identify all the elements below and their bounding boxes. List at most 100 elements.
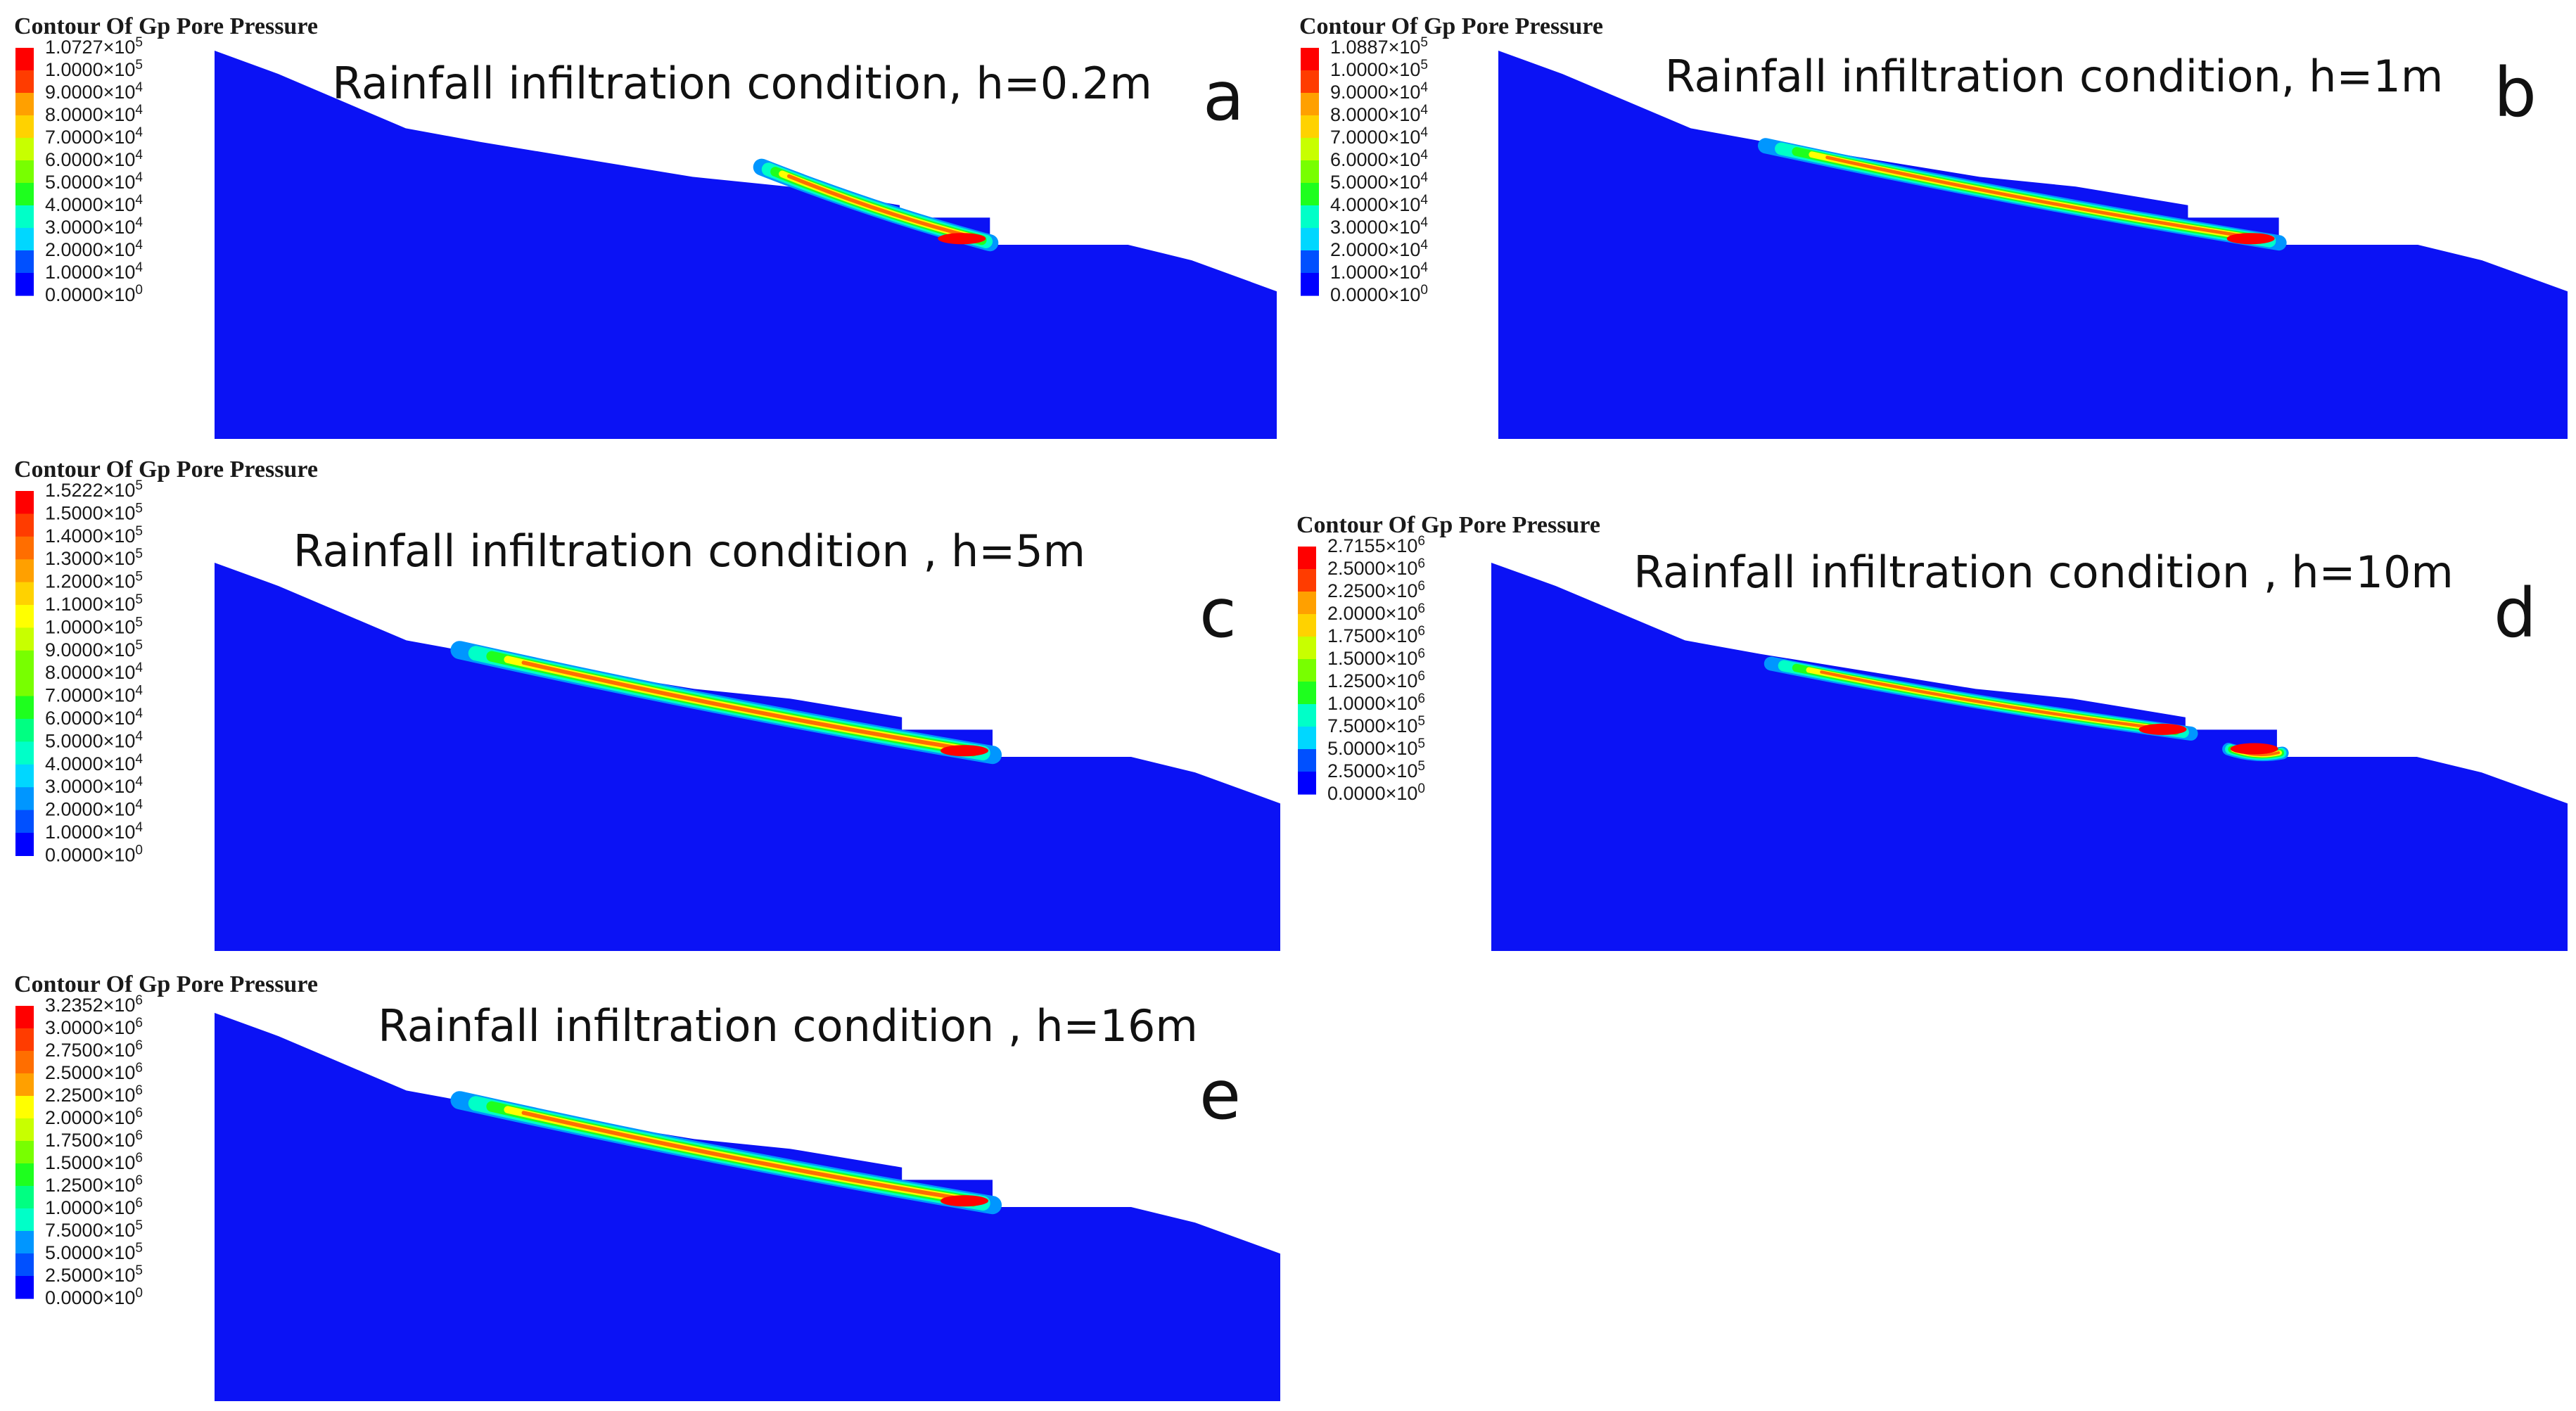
legend-title: Contour Of Gp Pore Pressure bbox=[14, 456, 318, 483]
legend-tick-label: 1.5000×106 bbox=[1327, 646, 1425, 669]
pore-pressure-peak bbox=[941, 745, 988, 757]
legend-color-swatch bbox=[1301, 183, 1319, 206]
legend-tick-label: 8.0000×104 bbox=[1330, 103, 1428, 125]
legend-color-swatch bbox=[15, 582, 34, 606]
pore-pressure-peak bbox=[941, 1195, 988, 1207]
legend-tick-label: 1.1000×105 bbox=[45, 592, 143, 615]
panel-e: Contour Of Gp Pore Pressure3.2352×1063.0… bbox=[14, 971, 1280, 1401]
legend-color-swatch bbox=[15, 673, 34, 697]
legend-tick-label: 1.2500×106 bbox=[45, 1173, 143, 1196]
legend-tick-label: 7.0000×104 bbox=[1330, 125, 1428, 148]
slope-domain bbox=[215, 1013, 1280, 1401]
legend-tick-label: 1.0000×105 bbox=[45, 615, 143, 637]
legend-tick-label: 1.3000×105 bbox=[45, 547, 143, 569]
legend-color-swatch bbox=[15, 491, 34, 514]
pore-pressure-peak bbox=[2138, 723, 2187, 735]
legend-tick-label: 1.0000×104 bbox=[1330, 260, 1428, 283]
legend-tick-label: 3.0000×106 bbox=[45, 1016, 143, 1038]
legend-tick-label: 8.0000×104 bbox=[45, 660, 143, 683]
legend-color-swatch bbox=[15, 183, 34, 206]
legend-tick-label: 0.0000×100 bbox=[45, 1286, 143, 1308]
legend-color-swatch bbox=[1301, 70, 1319, 94]
panel-d: Contour Of Gp Pore Pressure2.7155×1062.5… bbox=[1296, 512, 2568, 951]
panel-title: Rainfall infiltration condition, h=0.2m bbox=[332, 58, 1152, 109]
slope-domain bbox=[1498, 51, 2568, 439]
legend-tick-label: 0.0000×100 bbox=[1330, 283, 1428, 305]
panel-letter: e bbox=[1199, 1056, 1241, 1135]
legend-color-swatch bbox=[15, 273, 34, 296]
legend-color-swatch bbox=[15, 719, 34, 742]
legend-color-swatch bbox=[15, 764, 34, 788]
legend-color-swatch bbox=[15, 160, 34, 184]
legend-tick-label: 2.5000×105 bbox=[45, 1263, 143, 1286]
legend-tick-label: 7.0000×104 bbox=[45, 684, 143, 706]
legend-color-swatch bbox=[15, 1028, 34, 1052]
legend-tick-label: 6.0000×104 bbox=[1330, 148, 1428, 170]
legend-color-swatch bbox=[15, 605, 34, 628]
legend-tick-label: 3.0000×104 bbox=[45, 215, 143, 238]
legend-tick-label: 1.0000×104 bbox=[45, 820, 143, 843]
panel-letter: a bbox=[1203, 57, 1244, 136]
legend-tick-label: 2.2500×106 bbox=[1327, 579, 1425, 601]
legend-color-swatch bbox=[15, 93, 34, 116]
panel-a: Contour Of Gp Pore Pressure1.0727×1051.0… bbox=[14, 13, 1277, 439]
legend-color-swatch bbox=[15, 833, 34, 856]
pore-pressure-peak bbox=[2226, 233, 2275, 245]
legend-tick-label: 1.4000×105 bbox=[45, 524, 143, 547]
pore-pressure-plume-band bbox=[1820, 670, 2162, 730]
legend-tick-label: 2.0000×104 bbox=[45, 798, 143, 820]
legend-tick-label: 8.0000×104 bbox=[45, 103, 143, 125]
legend-title: Contour Of Gp Pore Pressure bbox=[1296, 512, 1600, 538]
legend-color-swatch bbox=[1298, 682, 1316, 705]
legend-color-swatch bbox=[15, 1006, 34, 1029]
legend-tick-label: 2.7155×106 bbox=[1327, 534, 1425, 556]
legend-tick-label: 1.0000×106 bbox=[45, 1196, 143, 1218]
legend-tick-label: 2.7500×106 bbox=[45, 1038, 143, 1061]
legend-tick-label: 4.0000×104 bbox=[45, 752, 143, 774]
legend-color-swatch bbox=[1298, 704, 1316, 727]
legend-tick-label: 9.0000×104 bbox=[45, 80, 143, 103]
pore-pressure-peak bbox=[938, 233, 986, 245]
legend-tick-label: 2.0000×106 bbox=[45, 1106, 143, 1128]
legend-tick-label: 2.5000×106 bbox=[45, 1061, 143, 1083]
legend-color-swatch bbox=[1301, 228, 1319, 251]
pore-pressure-plume-band bbox=[786, 174, 976, 240]
legend-color-swatch bbox=[15, 1208, 34, 1232]
legend-tick-label: 9.0000×105 bbox=[45, 638, 143, 660]
panel-title: Rainfall infiltration condition , h=5m bbox=[293, 525, 1085, 577]
legend-title: Contour Of Gp Pore Pressure bbox=[14, 971, 318, 997]
legend-color-swatch bbox=[1298, 637, 1316, 660]
legend-color-swatch bbox=[15, 1163, 34, 1187]
legend-tick-label: 2.0000×106 bbox=[1327, 601, 1425, 624]
legend-tick-label: 1.0000×106 bbox=[1327, 691, 1425, 714]
legend-tick-label: 2.0000×104 bbox=[45, 238, 143, 260]
legend-tick-label: 4.0000×104 bbox=[1330, 193, 1428, 215]
legend-color-swatch bbox=[15, 559, 34, 583]
legend-color-swatch bbox=[15, 1276, 34, 1299]
legend-tick-label: 6.0000×104 bbox=[45, 148, 143, 170]
legend-tick-label: 7.5000×105 bbox=[45, 1218, 143, 1241]
legend-color-swatch bbox=[1301, 93, 1319, 116]
legend-color-swatch bbox=[1298, 547, 1316, 570]
legend-color-swatch bbox=[1301, 273, 1319, 296]
legend-color-swatch bbox=[15, 1141, 34, 1164]
legend-tick-label: 1.7500×106 bbox=[1327, 624, 1425, 646]
legend-tick-label: 5.0000×104 bbox=[1330, 170, 1428, 193]
legend-color-swatch bbox=[15, 787, 34, 811]
legend-tick-label: 1.0727×105 bbox=[45, 35, 143, 58]
legend-color-swatch bbox=[15, 741, 34, 765]
legend-tick-label: 1.0887×105 bbox=[1330, 35, 1428, 58]
legend-color-swatch bbox=[1301, 138, 1319, 161]
panel-c: Contour Of Gp Pore Pressure1.5222×1051.5… bbox=[14, 456, 1280, 951]
legend-color-swatch bbox=[1301, 250, 1319, 274]
legend-tick-label: 6.0000×104 bbox=[45, 706, 143, 729]
panel-title: Rainfall infiltration condition , h=16m bbox=[378, 1000, 1198, 1052]
legend-tick-label: 1.7500×106 bbox=[45, 1128, 143, 1151]
legend-color-swatch bbox=[15, 70, 34, 94]
legend-color-swatch bbox=[15, 627, 34, 651]
legend-color-swatch bbox=[1298, 749, 1316, 772]
legend-color-swatch bbox=[15, 536, 34, 560]
slope-domain bbox=[1491, 563, 2568, 951]
pore-pressure-plume-band bbox=[521, 660, 957, 750]
